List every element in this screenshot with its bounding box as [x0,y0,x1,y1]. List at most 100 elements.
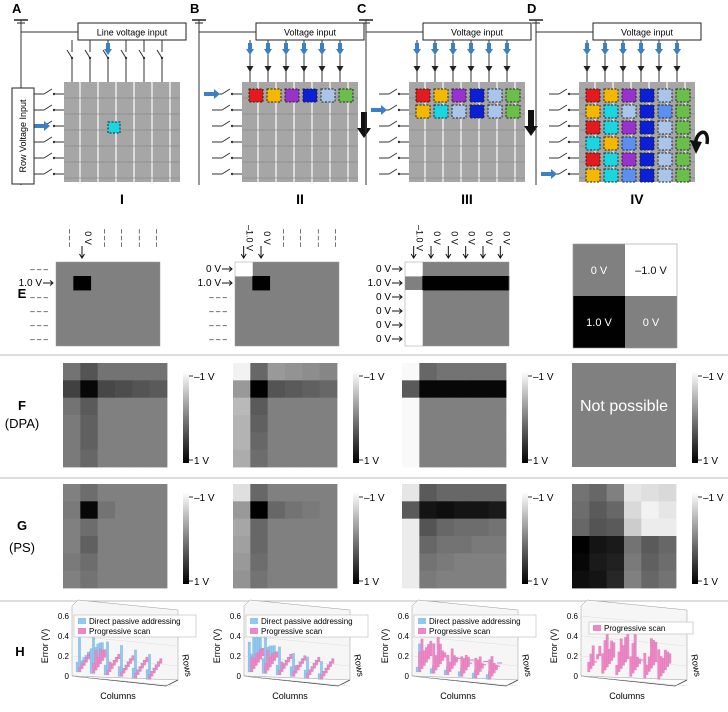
row-switch [388,120,398,127]
colorbar-top-label: –1 V [364,372,385,383]
colorbar-top-label: –1 V [703,372,724,383]
gridline [71,635,179,647]
map-cell [97,501,116,520]
map-cell [97,397,116,416]
map-cell [402,484,420,502]
error-bar [450,648,454,669]
map-cell [606,501,625,520]
error-bar [326,664,330,671]
voltage-map-4: 0 V –1.0 V 1.0 V 0 V [572,243,678,349]
map-cell [436,518,455,537]
error-bar [129,658,133,664]
map-cell [302,449,321,468]
map-cell [63,570,81,589]
map-cell [572,570,590,589]
map-cell [302,570,321,589]
error-bar [429,668,433,674]
column-voltage-label: – – – [66,229,75,247]
map-cell [488,380,507,399]
row-switch [43,152,53,159]
map-cell [250,484,269,502]
map-cell [402,536,420,554]
map-g-3: –1 V 1 V [402,484,554,589]
map-cell [319,432,338,451]
map-cell [267,553,286,572]
colorbar-bottom-label: 1 V [364,456,379,467]
y-tick-label: 0 [237,672,242,681]
map-cell [319,449,338,468]
column-arrow-head [336,66,344,72]
column-input-arrow [467,43,475,55]
map-cell [589,501,608,520]
map-cell [252,276,271,291]
column-voltage-label: – – – [297,229,306,247]
map-cell [572,484,590,502]
error-bar [115,657,119,663]
error-bar [320,674,324,680]
column-input-arrow [300,43,308,55]
error-bar [471,672,475,679]
row-switch [558,120,568,127]
written-cell [639,136,655,151]
map-cell [302,397,321,416]
map-cell [471,501,490,520]
column-voltage-label: – – – [100,229,109,247]
scan-direction-arrow [524,110,538,136]
row-switch [221,152,231,159]
error-bar [134,672,138,679]
legend-swatch-dpa [418,618,426,624]
column-voltage-label: – – – [135,229,144,247]
colorbar [353,371,359,463]
row-switch [43,88,53,95]
column-switch [84,49,91,59]
map-cell [80,484,99,502]
written-cell [657,168,673,183]
map-cell [149,397,168,416]
map-cell [658,570,677,589]
written-cell [621,120,637,135]
row-switch [558,104,568,111]
error-bar [331,658,335,664]
z-axis-label: Rows [180,654,194,678]
column-arrow-head [655,66,663,72]
written-cell [603,88,619,103]
error-bar [471,659,475,661]
map-border [404,261,510,347]
map-cell [80,397,99,416]
map-cell [471,363,490,381]
map-cell [63,518,81,537]
row-switch [43,136,53,143]
map-cell [606,553,625,572]
map-cell [115,484,133,502]
row-switch [221,120,231,127]
gridline [243,675,351,687]
colorbar-bottom-label: 1 V [703,577,718,588]
error-bar [108,661,112,672]
panel-b: B Voltage input II [190,1,371,207]
error-bar [308,669,312,675]
error-bar [103,664,107,676]
map-cell [63,449,81,468]
error-bar [84,657,88,663]
written-cell [284,88,300,103]
map-cell [419,570,438,589]
map-cell [457,276,475,291]
map-cell [302,501,321,520]
voltage-input-label: Voltage input [284,28,337,38]
legend-swatch-dpa [78,618,86,624]
y-tick-label: 0.2 [398,652,410,661]
row-voltage-arrow [222,280,233,286]
map-cell [115,432,133,451]
column-input-arrow [336,43,344,55]
legend-label-ps: Progressive scan [604,624,665,633]
map-cell [471,380,490,399]
map-cell [80,518,99,537]
map-cell [624,501,642,520]
error-bar [120,671,124,677]
map-cell [589,518,608,537]
map-cell [405,318,423,333]
error-bar [261,658,265,674]
legend-box [413,614,537,638]
column-voltage-arrow [497,246,504,259]
gridline [580,675,688,687]
